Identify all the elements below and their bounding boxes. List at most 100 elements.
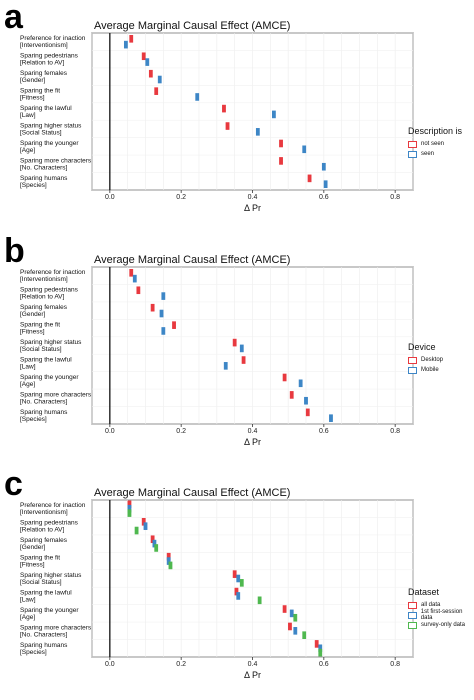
category-sublabel: [Gender] xyxy=(20,77,45,84)
category-sublabel: [Interventionism] xyxy=(20,276,68,283)
legend-item: all data xyxy=(408,600,474,610)
legend-swatch xyxy=(408,611,417,619)
data-point xyxy=(239,579,244,587)
legend-a: Description is not seen seen xyxy=(408,126,462,159)
data-point xyxy=(314,640,319,648)
legend-label: seen xyxy=(421,151,435,157)
category-sublabel: [Interventionism] xyxy=(20,509,68,516)
data-point xyxy=(304,396,308,405)
data-point xyxy=(236,574,241,583)
data-point xyxy=(257,596,262,605)
category-label: Sparing the fit xyxy=(20,322,60,329)
category-sublabel: [Species] xyxy=(20,649,47,656)
data-point xyxy=(289,609,294,618)
panel-letter: c xyxy=(4,465,23,503)
x-tick-label: 0.8 xyxy=(390,661,400,668)
category-label: Sparing the younger xyxy=(20,374,79,381)
category-sublabel: [Fitness] xyxy=(20,95,45,102)
legend-swatch xyxy=(408,140,417,148)
category-sublabel: [Social Status] xyxy=(20,346,62,353)
category-sublabel: [Relation to AV] xyxy=(20,60,65,67)
category-sublabel: [Fitness] xyxy=(20,562,45,569)
category-label: Preference for inaction xyxy=(20,269,86,276)
category-sublabel: [Age] xyxy=(20,147,35,154)
legend-item: Desktop xyxy=(408,355,443,365)
category-sublabel: [No. Characters] xyxy=(20,398,68,405)
x-tick-label: 0.0 xyxy=(105,661,115,668)
data-point xyxy=(293,627,298,635)
data-point xyxy=(161,292,166,300)
category-sublabel: [Age] xyxy=(20,614,35,621)
data-point xyxy=(168,561,173,570)
data-point xyxy=(236,592,241,600)
data-point xyxy=(293,613,298,622)
data-point xyxy=(136,286,141,295)
x-tick-label: 0.2 xyxy=(176,194,186,201)
panel-letter: a xyxy=(4,0,23,36)
x-tick-label: 0.6 xyxy=(319,194,329,201)
data-point xyxy=(132,274,137,283)
data-point xyxy=(288,622,292,631)
category-sublabel: [Law] xyxy=(20,112,36,119)
data-point xyxy=(157,75,162,84)
data-point xyxy=(123,40,128,49)
legend-c: Dataset all data 1st first-session data su… xyxy=(408,587,474,630)
data-point xyxy=(154,544,159,552)
category-sublabel: [Species] xyxy=(20,182,47,189)
legend-item: seen xyxy=(408,149,462,159)
panel-a: a Average Marginal Causal Effect (AMCE) … xyxy=(0,0,474,233)
chart-title: Average Marginal Causal Effect (AMCE) xyxy=(94,254,291,266)
data-point xyxy=(145,58,150,66)
data-point xyxy=(172,321,176,329)
category-sublabel: [Species] xyxy=(20,416,47,423)
x-tick-label: 0.4 xyxy=(248,428,258,435)
chart-title: Average Marginal Causal Effect (AMCE) xyxy=(94,20,291,32)
data-point xyxy=(161,327,166,335)
legend-item: survey-only data xyxy=(408,620,474,630)
category-sublabel: [Fitness] xyxy=(20,329,45,336)
category-label: Preference for inaction xyxy=(20,35,86,42)
x-tick-label: 0.8 xyxy=(390,194,400,201)
category-label: Sparing the lawful xyxy=(20,589,72,596)
legend-label: all data xyxy=(421,602,441,608)
x-axis-label: Δ Pr xyxy=(244,437,261,447)
x-tick-label: 0.2 xyxy=(176,661,186,668)
legend-swatch xyxy=(408,356,417,364)
legend-title: Description is xyxy=(408,126,463,136)
category-label: Sparing the younger xyxy=(20,140,79,147)
data-point xyxy=(318,648,323,657)
data-point xyxy=(195,93,200,101)
category-label: Sparing humans xyxy=(20,409,68,416)
x-tick-label: 0.4 xyxy=(248,194,258,201)
category-sublabel: [No. Characters] xyxy=(20,631,68,638)
data-point xyxy=(141,52,146,61)
legend-swatch xyxy=(408,150,417,158)
category-label: Sparing females xyxy=(20,304,68,311)
category-label: Sparing females xyxy=(20,70,68,77)
category-sublabel: [Law] xyxy=(20,363,36,370)
legend-swatch xyxy=(408,601,417,609)
legend-item: Mobile xyxy=(408,365,443,375)
data-point xyxy=(241,356,246,364)
category-label: Preference for inaction xyxy=(20,502,86,509)
legend-label: not seen xyxy=(421,141,445,147)
category-label: Sparing higher status xyxy=(20,122,82,129)
data-point xyxy=(222,104,226,113)
data-point xyxy=(127,509,132,517)
panel-c: c Average Marginal Causal Effect (AMCE) … xyxy=(0,467,474,700)
data-point xyxy=(302,145,307,154)
chart-svg-c: 0.0 0.2 0.4 0.6 0.8 Δ Pr Preference for inacti… xyxy=(20,499,414,680)
panel-b: b Average Marginal Causal Effect (AMCE) … xyxy=(0,234,474,467)
legend-label: Mobile xyxy=(421,367,439,373)
data-point xyxy=(134,526,139,535)
data-point xyxy=(323,180,328,188)
category-sublabel: [Age] xyxy=(20,381,35,388)
category-sublabel: [Relation to AV] xyxy=(20,294,65,301)
category-label: Sparing the lawful xyxy=(20,105,72,112)
category-label: Sparing the fit xyxy=(20,88,60,95)
data-point xyxy=(143,522,148,530)
x-axis-label: Δ Pr xyxy=(244,670,261,680)
data-point xyxy=(329,414,333,422)
data-point xyxy=(225,122,230,130)
category-label: Sparing higher status xyxy=(20,339,82,346)
